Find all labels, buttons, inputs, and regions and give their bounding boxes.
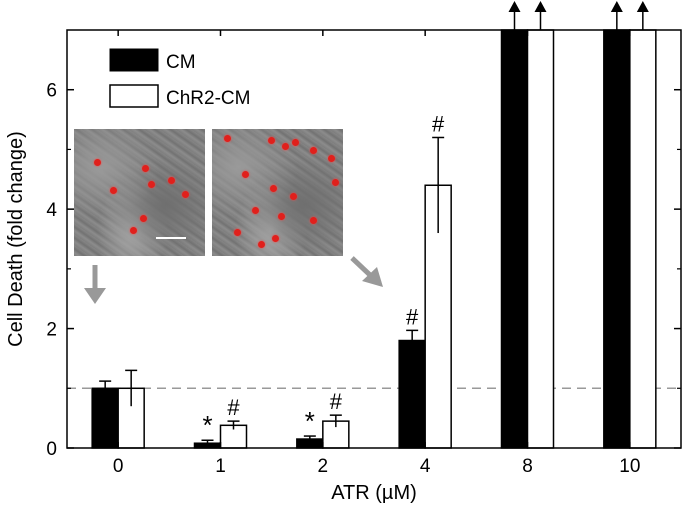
microscopy-inset-treated [212, 129, 343, 256]
bar-chr2-cm-10 [629, 29, 657, 449]
red-cell-marker [110, 187, 117, 194]
red-cell-marker [142, 165, 149, 172]
y-tick-label-6: 6 [46, 81, 57, 102]
red-cell-marker [242, 171, 249, 178]
red-cell-marker [290, 193, 297, 200]
red-cell-marker [140, 215, 147, 222]
off-scale-arrowhead-chr2-cm-10 [636, 1, 649, 12]
red-cell-marker [168, 177, 175, 184]
ticks-layer: 0 1 2 4 8 10 0 2 4 6 [46, 30, 681, 477]
red-cell-marker [224, 135, 231, 142]
annotations-layer: * # * # # # [202, 1, 649, 440]
red-cell-marker [148, 181, 155, 188]
red-cell-marker [310, 217, 317, 224]
red-cell-marker [328, 155, 335, 162]
significance-mark-chr2-cm-1: # [227, 395, 240, 420]
y-tick-label-4: 4 [46, 200, 57, 221]
bar-cm-8 [500, 29, 529, 449]
microscopy-inset-control [74, 129, 205, 256]
red-cell-marker [292, 139, 299, 146]
legend: CM ChR2-CM [109, 48, 250, 109]
x-tick-label-10: 10 [619, 456, 640, 477]
red-cell-marker [282, 143, 289, 150]
red-cell-marker [268, 137, 275, 144]
legend-swatch-cm [109, 48, 159, 72]
red-cell-marker [258, 241, 265, 248]
inset-arrows [84, 256, 383, 304]
off-scale-arrowhead-chr2-cm-8 [534, 1, 547, 12]
red-cell-marker [234, 229, 241, 236]
significance-mark-chr2-cm-4: # [432, 111, 445, 136]
red-cell-marker [94, 159, 101, 166]
significance-mark-cm-1: * [202, 410, 212, 440]
x-tick-label-8: 8 [522, 456, 533, 477]
red-cell-marker [332, 179, 339, 186]
bar-cm-10 [603, 29, 631, 449]
significance-mark-cm-4: # [406, 304, 419, 329]
off-scale-arrowhead-cm-8 [508, 1, 521, 12]
x-axis-label: ATR (µM) [331, 482, 417, 504]
off-scale-arrowhead-cm-10 [610, 1, 623, 12]
arrow-to-four-icon [350, 256, 383, 287]
significance-mark-chr2-cm-2: # [330, 389, 343, 414]
x-tick-label-1: 1 [215, 456, 226, 477]
red-cell-marker [270, 185, 277, 192]
legend-label-chr2-cm: ChR2-CM [166, 88, 250, 109]
y-axis-label: Cell Death (fold change) [5, 131, 27, 347]
y-tick-label-2: 2 [46, 320, 57, 341]
arrow-to-zero-icon [84, 265, 106, 304]
legend-label-cm: CM [166, 52, 196, 73]
red-cell-marker [130, 227, 137, 234]
red-cell-marker [310, 147, 317, 154]
x-tick-label-0: 0 [113, 456, 124, 477]
x-tick-label-2: 2 [318, 456, 329, 477]
red-cell-marker [182, 191, 189, 198]
plot-frame [66, 29, 682, 449]
x-tick-label-4: 4 [420, 456, 431, 477]
red-cell-marker [252, 207, 259, 214]
legend-swatch-chr2-cm [109, 84, 159, 108]
bar-cm-4 [398, 339, 426, 449]
scale-bar [156, 237, 186, 239]
bar-chr2-cm-8 [526, 29, 555, 449]
significance-mark-cm-2: * [305, 406, 315, 436]
y-tick-label-0: 0 [46, 439, 57, 460]
red-cell-marker [278, 213, 285, 220]
bar-cm-0 [91, 387, 119, 449]
red-cell-marker [272, 235, 279, 242]
